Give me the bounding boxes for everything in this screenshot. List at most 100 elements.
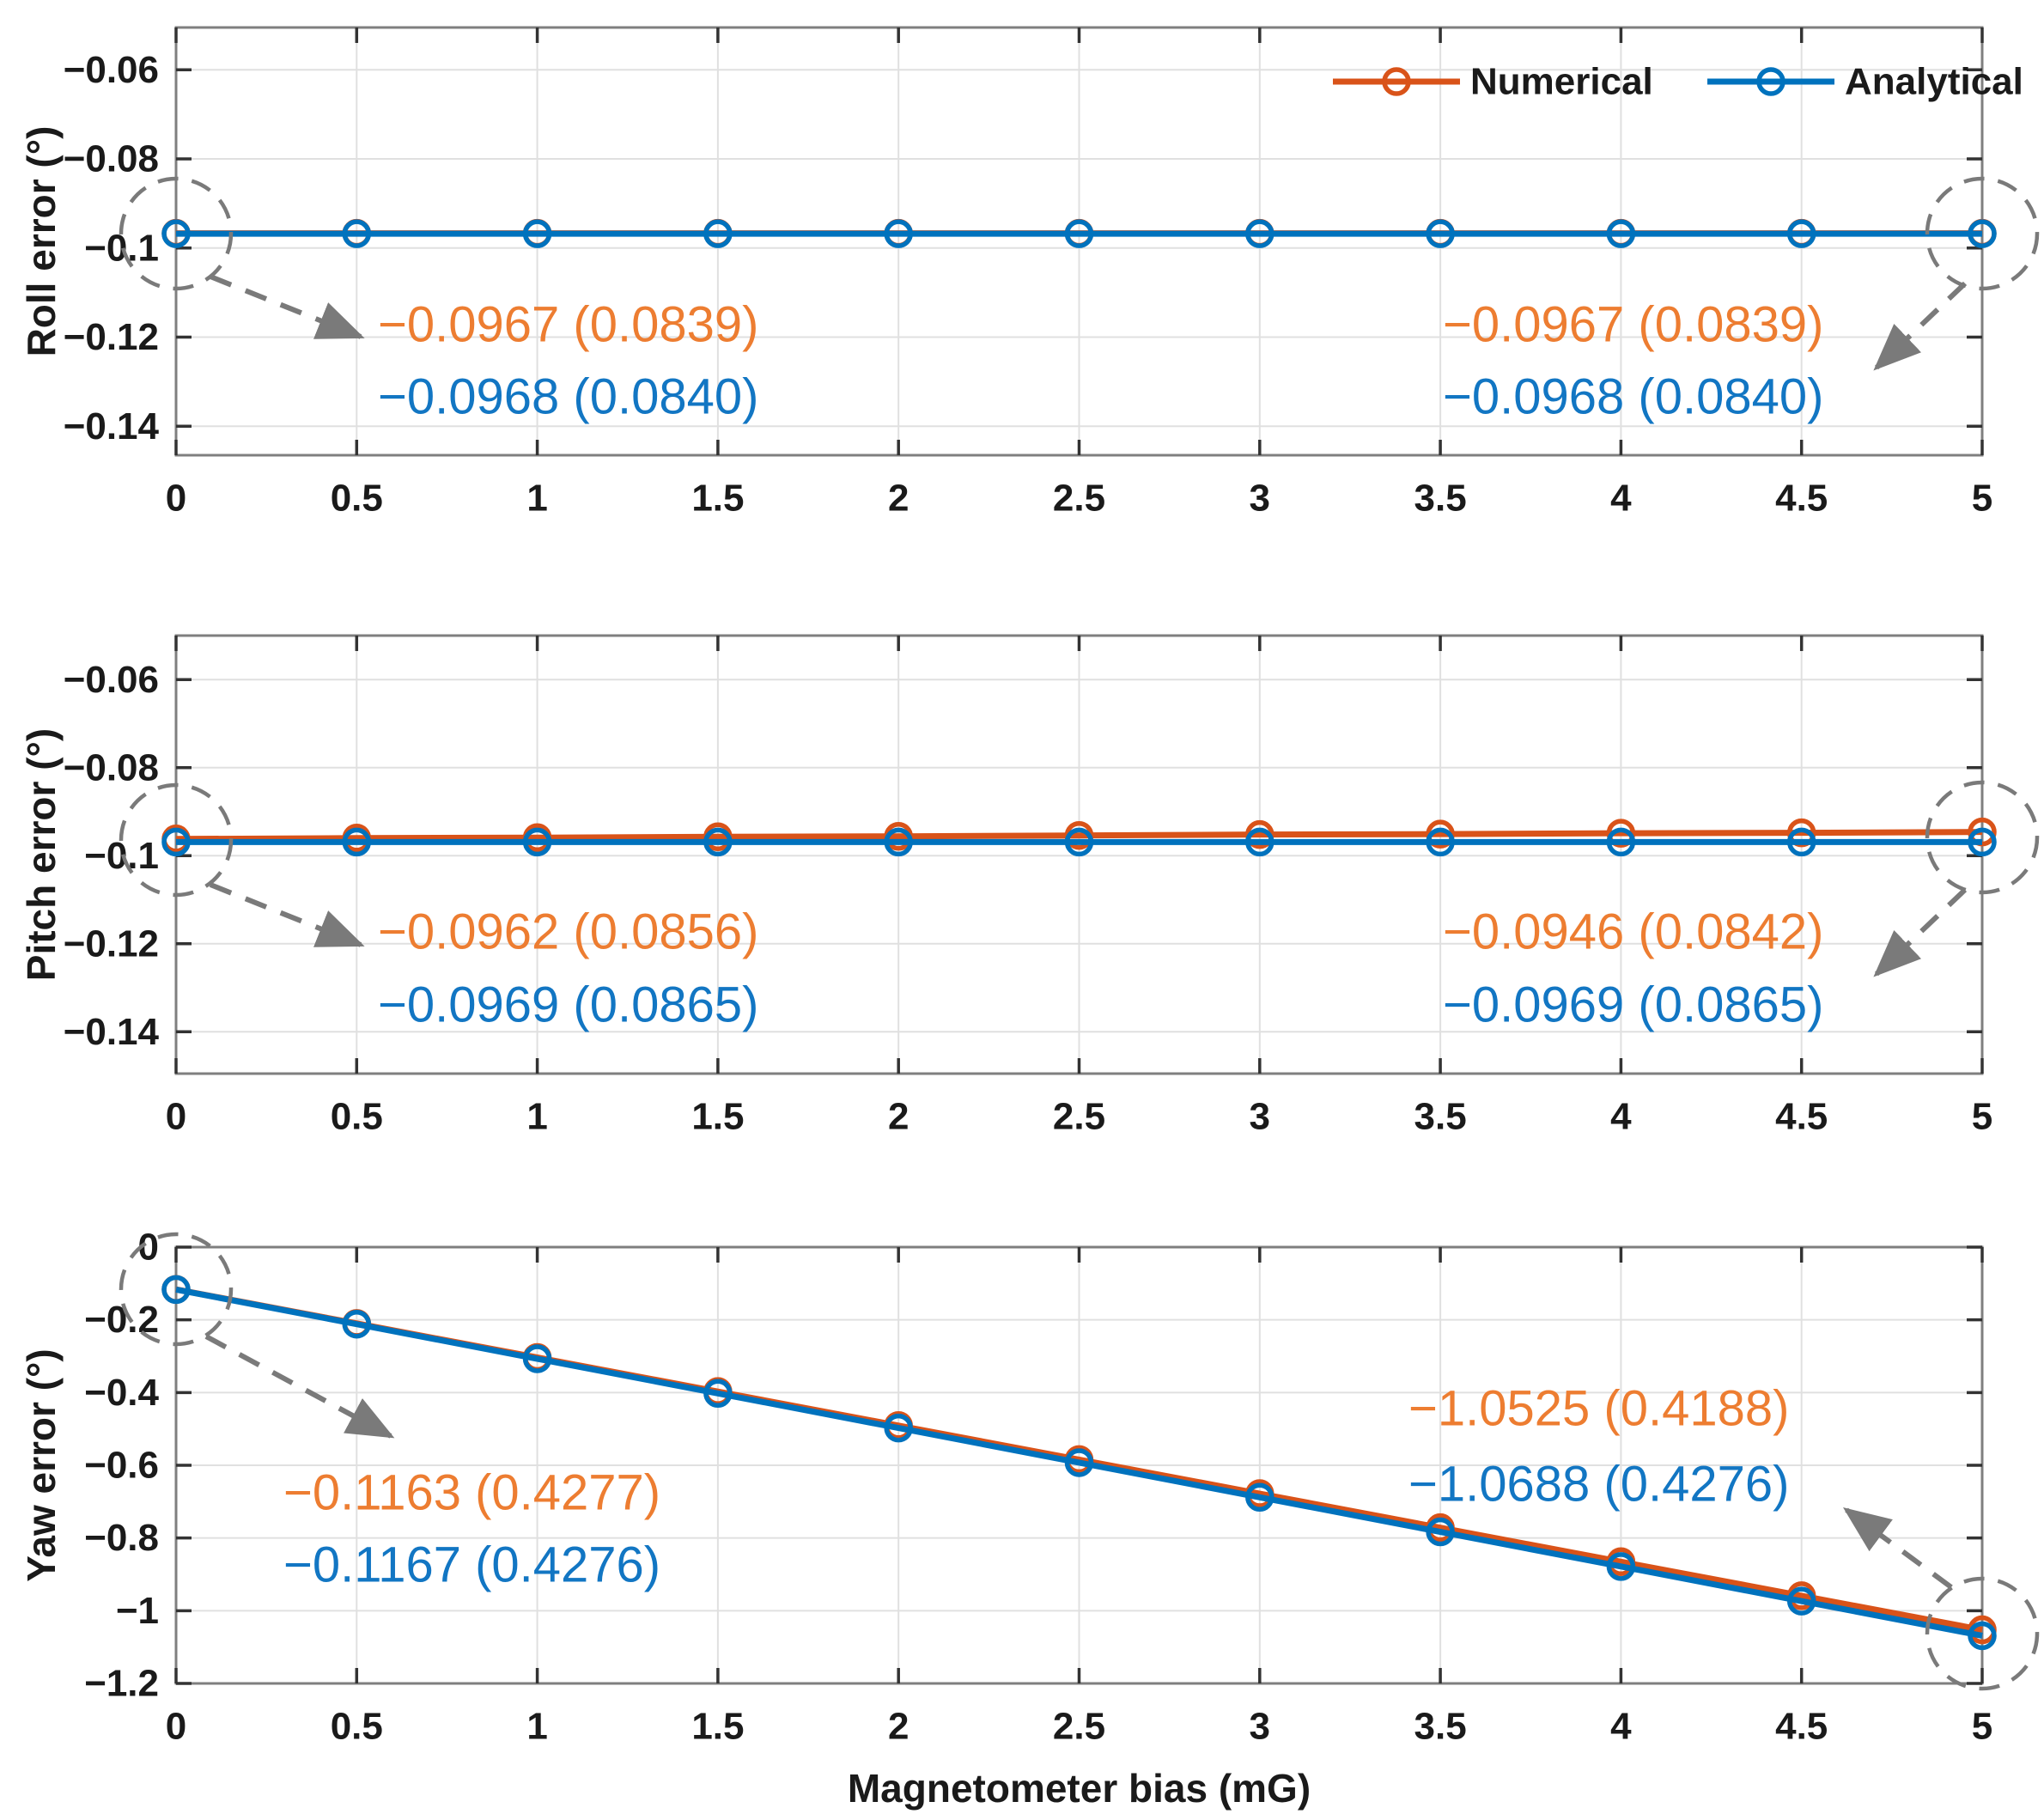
y-tick-label: −0.06 [64,659,159,701]
x-tick-label: 1.5 [691,1706,744,1748]
roll-analytical-marker [1245,219,1274,248]
x-tick-label: 0 [166,478,186,520]
x-tick-label: 5 [1972,478,1992,520]
yaw-analytical-marker [1245,1482,1274,1513]
y-tick-label: −0.08 [64,138,159,180]
y-tick-label: −1 [116,1590,159,1632]
pitch-callout-arrow-start [209,882,365,947]
pitch-panel: 0 0.5 1 1.5 2 2.5 3 3.5 4 4.5 5−0.06−0.08−0.1−0.12… [19,634,2040,1138]
yaw-analytical-marker [1426,1517,1455,1547]
pitch-analytical-marker [1064,827,1094,857]
roll-analytical-marker [1968,219,1997,248]
x-tick-label: 3 [1250,478,1270,520]
x-tick-label: 0.5 [331,1096,383,1138]
roll-y-axis-label: Roll error (°) [19,126,64,357]
roll-analytical-marker [1786,219,1816,248]
y-tick-label: −0.6 [84,1445,159,1487]
yaw-callout-arrow-start [204,1334,395,1439]
x-tick-label: 2.5 [1053,478,1105,520]
roll-annotation-numerical-start: −0.0967 (0.0839) [378,297,758,353]
x-tick-label: 2.5 [1053,1706,1105,1748]
yaw-y-axis-label: Yaw error (°) [19,1348,64,1582]
yaw-analytical-marker [161,1275,191,1305]
x-tick-label: 3 [1250,1706,1270,1748]
y-tick-label: −0.06 [64,49,159,91]
roll-analytical-marker [161,219,191,248]
roll-annotation-analytical-end: −0.0968 (0.0840) [1443,369,1823,425]
pitch-numerical-marker [1606,819,1636,848]
pitch-analytical-marker [884,827,913,857]
yaw-annotation-numerical-end: −1.0525 (0.4188) [1408,1381,1789,1437]
y-tick-label: −1.2 [84,1663,159,1705]
y-tick-label: −0.4 [84,1372,159,1414]
pitch-annotation-analytical-start: −0.0969 (0.0865) [378,977,758,1033]
pitch-callout-circle-end [1925,780,2040,895]
yaw-analytical-marker [1606,1552,1636,1581]
pitch-analytical-marker [1606,827,1636,857]
x-tick-label: 0 [166,1706,186,1748]
yaw-analytical-marker [1786,1586,1816,1616]
roll-callout-circle-end [1925,176,2040,291]
pitch-annotation-numerical-end: −0.0946 (0.0842) [1443,904,1823,960]
yaw-analytical-marker [342,1309,372,1339]
x-tick-label: 1.5 [691,1096,744,1138]
roll-annotation-numerical-end: −0.0967 (0.0839) [1443,297,1823,353]
pitch-analytical-marker [703,827,733,857]
x-tick-label: 0 [166,1096,186,1138]
pitch-y-axis-label: Pitch error (°) [19,728,64,981]
pitch-analytical-marker [342,827,372,857]
pitch-numerical-marker [1426,819,1455,849]
x-tick-label: 1 [526,478,547,520]
yaw-annotation-analytical-start: −0.1167 (0.4276) [283,1537,660,1593]
x-tick-label: 4.5 [1775,1096,1828,1138]
yaw-analytical-marker [1968,1621,1997,1651]
roll-annotation-analytical-start: −0.0968 (0.0840) [378,369,758,425]
yaw-annotation-analytical-end: −1.0688 (0.4276) [1408,1457,1789,1513]
roll-analytical-marker [522,219,552,248]
pitch-annotation-analytical-end: −0.0969 (0.0865) [1443,977,1823,1033]
legend-label-analytical: Analytical [1845,61,2023,103]
legend: Numerical Analytical [1333,61,2023,103]
x-tick-label: 3.5 [1414,1096,1467,1138]
x-tick-label: 1 [526,1706,547,1748]
pitch-annotation-numerical-start: −0.0962 (0.0856) [378,904,758,960]
x-tick-label: 3 [1250,1096,1270,1138]
y-tick-label: −0.12 [64,316,159,358]
x-tick-label: 4 [1610,1096,1632,1138]
roll-callout-circle-start [119,176,234,291]
yaw-analytical-marker [703,1379,733,1409]
yaw-analytical-marker [522,1344,552,1373]
x-tick-label: 3.5 [1414,478,1467,520]
y-tick-label: −0.12 [64,922,159,965]
legend-label-numerical: Numerical [1470,61,1653,103]
x-tick-label: 2 [888,1096,909,1138]
pitch-analytical-marker [1968,827,1997,857]
pitch-analytical-marker [161,827,191,857]
yaw-callout-arrow-end [1842,1507,1953,1590]
x-tick-label: 4.5 [1775,478,1828,520]
pitch-analytical-marker [522,827,552,857]
yaw-callout-circle-end [1925,1576,2040,1691]
y-tick-label: −0.14 [64,1011,160,1053]
pitch-numerical-line [175,829,1983,843]
x-tick-label: 1 [526,1096,547,1138]
roll-callout-arrow-start [209,274,365,339]
roll-panel: 0 0.5 1 1.5 2 2.5 3 3.5 4 4.5 5−0.06−0.08−0.1−0.12… [19,26,2040,520]
pitch-analytical-marker [1245,827,1274,857]
x-tick-label: 3.5 [1414,1706,1467,1748]
x-tick-label: 2 [888,1706,909,1748]
legend-marker-numerical [1382,67,1411,96]
y-tick-label: −0.8 [84,1517,159,1559]
x-tick-label: 2 [888,478,909,520]
pitch-callout-circle-start [119,782,234,898]
x-tick-label: 5 [1972,1706,1992,1748]
pitch-callout-arrow-end [1873,887,1968,977]
yaw-callout-circle-start [119,1232,234,1347]
yaw-panel: 0 0.5 1 1.5 2 2.5 3 3.5 4 4.5 50−0.2−0.4−0.6−0.8−1… [19,1227,2040,1748]
yaw-annotation-numerical-start: −0.1163 (0.4277) [283,1465,660,1521]
x-tick-label: 4 [1610,478,1632,520]
y-tick-label: −0.14 [64,405,160,447]
roll-analytical-marker [1606,219,1636,248]
